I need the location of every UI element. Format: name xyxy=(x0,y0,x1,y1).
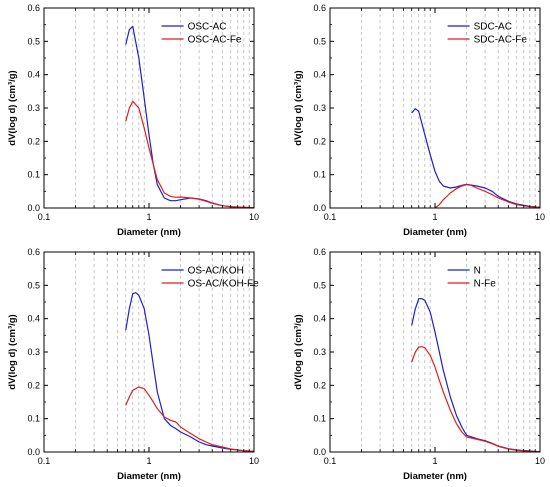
x-tick-label: 0.1 xyxy=(38,456,51,466)
y-tick-label: 0.3 xyxy=(313,347,326,357)
x-tick-label: 0.1 xyxy=(38,212,51,222)
y-tick-label: 0.5 xyxy=(313,280,326,290)
x-axis-title: Diameter (nm) xyxy=(403,471,467,482)
x-axis-title: Diameter (nm) xyxy=(403,227,467,238)
y-tick-label: 0.5 xyxy=(27,280,40,290)
y-tick-label: 0.6 xyxy=(313,3,326,13)
y-tick-label: 0.6 xyxy=(313,247,326,257)
series-line-2 xyxy=(411,346,541,453)
x-tick-label: 0.1 xyxy=(324,456,337,466)
x-tick-label: 0.1 xyxy=(324,212,337,222)
series-line-2 xyxy=(434,184,541,209)
y-tick-label: 0.2 xyxy=(27,380,40,390)
y-tick-label: 0.3 xyxy=(27,103,40,113)
y-tick-label: 0.0 xyxy=(27,203,40,213)
y-tick-label: 0.6 xyxy=(27,3,40,13)
y-tick-label: 0.4 xyxy=(27,314,40,324)
y-tick-label: 0.0 xyxy=(27,447,40,457)
legend-label-1: N xyxy=(474,266,481,277)
x-tick-label: 10 xyxy=(249,456,259,466)
y-tick-label: 0.0 xyxy=(313,203,326,213)
y-tick-label: 0.2 xyxy=(313,380,326,390)
y-axis-title: dV(log d) (cm³/g) xyxy=(7,70,18,145)
y-tick-label: 0.4 xyxy=(313,314,326,324)
legend-label-2: SDC-AC-Fe xyxy=(474,35,528,46)
x-tick-label: 1 xyxy=(432,212,437,222)
x-axis-title: Diameter (nm) xyxy=(117,227,181,238)
legend-label-2: OSC-AC-Fe xyxy=(188,35,242,46)
y-axis-title: dV(log d) (cm³/g) xyxy=(293,314,304,389)
series-line-1 xyxy=(125,292,255,452)
y-tick-label: 0.5 xyxy=(313,36,326,46)
x-tick-label: 1 xyxy=(146,456,151,466)
x-tick-label: 10 xyxy=(249,212,259,222)
series-line-1 xyxy=(125,25,255,209)
y-tick-label: 0.2 xyxy=(313,136,326,146)
x-tick-label: 10 xyxy=(535,212,545,222)
legend-label-2: OS-AC/KOH-Fe xyxy=(188,279,260,290)
x-tick-label: 1 xyxy=(432,456,437,466)
y-tick-label: 0.0 xyxy=(313,447,326,457)
y-tick-label: 0.4 xyxy=(313,70,326,80)
y-tick-label: 0.1 xyxy=(27,414,40,424)
y-tick-label: 0.4 xyxy=(27,70,40,80)
y-tick-label: 0.1 xyxy=(313,414,326,424)
legend-label-1: SDC-AC xyxy=(474,22,512,33)
x-tick-label: 10 xyxy=(535,456,545,466)
series-line-2 xyxy=(125,386,255,452)
x-tick-label: 1 xyxy=(146,212,151,222)
y-tick-label: 0.1 xyxy=(313,170,326,180)
legend-label-1: OSC-AC xyxy=(188,22,227,33)
y-tick-label: 0.6 xyxy=(27,247,40,257)
series-line-1 xyxy=(411,108,541,208)
y-tick-label: 0.3 xyxy=(313,103,326,113)
y-tick-label: 0.2 xyxy=(27,136,40,146)
y-axis-title: dV(log d) (cm³/g) xyxy=(7,314,18,389)
y-axis-title: dV(log d) (cm³/g) xyxy=(293,70,304,145)
y-tick-label: 0.3 xyxy=(27,347,40,357)
y-tick-label: 0.5 xyxy=(27,36,40,46)
y-tick-label: 0.1 xyxy=(27,170,40,180)
series-line-1 xyxy=(411,298,541,453)
legend-label-1: OS-AC/KOH xyxy=(188,266,244,277)
legend-label-2: N-Fe xyxy=(474,279,497,290)
series-line-2 xyxy=(125,100,255,209)
x-axis-title: Diameter (nm) xyxy=(117,471,181,482)
